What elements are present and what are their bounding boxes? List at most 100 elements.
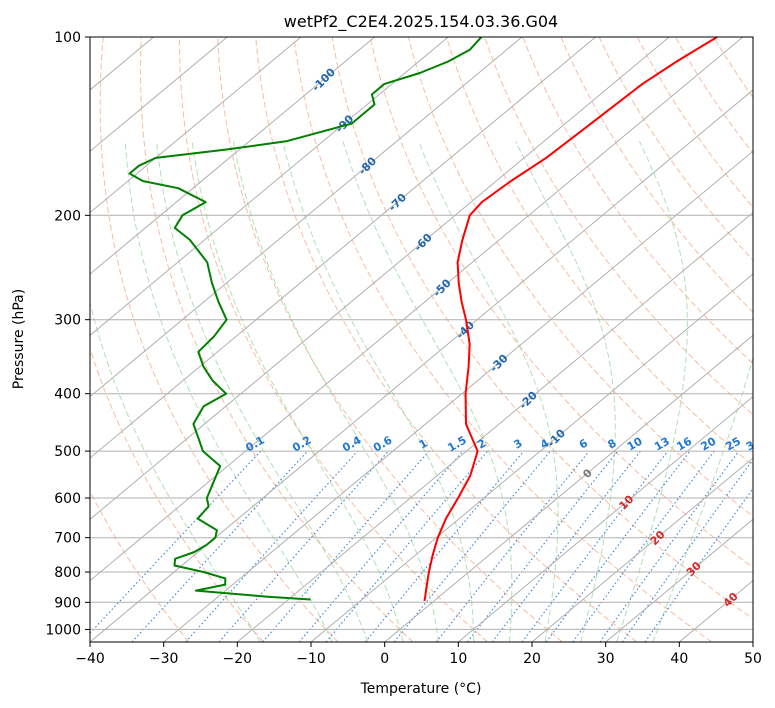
plot-frame bbox=[89, 36, 754, 643]
isotherm-line bbox=[0, 37, 6, 642]
mixing-ratio-label: 6 bbox=[577, 436, 590, 451]
dry-adiabat bbox=[90, 346, 264, 642]
x-tick-label: 0 bbox=[380, 651, 389, 667]
dry-adiabat bbox=[560, 37, 753, 313]
mixing-ratio-label: 30 bbox=[744, 434, 764, 453]
isotherm-line bbox=[90, 37, 375, 275]
isotherm-line bbox=[163, 150, 753, 642]
dry-adiabat bbox=[255, 37, 638, 642]
mixing-ratio-line bbox=[644, 487, 753, 642]
isotherm-line bbox=[310, 273, 753, 642]
mixing-ratio-line bbox=[131, 450, 309, 642]
mixing-ratio-label: 3 bbox=[511, 437, 524, 452]
y-tick-label: 1000 bbox=[45, 622, 81, 638]
dry-adiabat bbox=[522, 37, 753, 365]
y-tick-label: 400 bbox=[54, 387, 81, 403]
isotherm-line bbox=[90, 89, 753, 642]
isotherm-line bbox=[384, 334, 753, 642]
temperature-profile-line bbox=[423, 37, 718, 602]
moist-adiabat bbox=[232, 141, 439, 642]
moist-adiabat bbox=[191, 141, 404, 642]
dry-adiabat bbox=[751, 37, 753, 40]
moist-adiabat bbox=[282, 141, 475, 642]
isotherm-line bbox=[90, 37, 449, 336]
y-tick-label: 100 bbox=[54, 30, 81, 46]
moist-adiabat bbox=[124, 141, 333, 642]
moist-adiabat bbox=[652, 356, 753, 642]
dry-adiabat bbox=[217, 37, 563, 642]
dry-adiabat bbox=[636, 37, 753, 208]
mixing-ratio-line bbox=[467, 450, 619, 642]
mixing-ratio-line bbox=[491, 450, 641, 642]
y-tick-label: 200 bbox=[54, 208, 81, 224]
mixing-ratio-label: 36 bbox=[765, 434, 775, 453]
isotherm-label: -60 bbox=[412, 231, 435, 254]
y-tick-label: 300 bbox=[54, 313, 81, 329]
x-tick-label: 40 bbox=[670, 651, 688, 667]
y-axis-title: Pressure (hPa) bbox=[11, 289, 27, 389]
isotherm-line bbox=[752, 641, 753, 642]
mixing-ratio-line bbox=[185, 450, 359, 642]
x-tick-label: −20 bbox=[223, 651, 253, 667]
x-tick-label: −10 bbox=[296, 651, 326, 667]
isotherm-label: -80 bbox=[356, 154, 379, 177]
dry-adiabat bbox=[99, 37, 339, 642]
x-tick-label: −40 bbox=[75, 651, 105, 667]
dry-adiabat bbox=[369, 37, 753, 569]
x-axis: −40 −30 −20 −10 0 10 20 30 40 50 bbox=[75, 642, 762, 667]
isotherm-label: -20 bbox=[517, 388, 540, 411]
isotherm-label: -70 bbox=[386, 191, 409, 214]
mixing-ratio-line bbox=[90, 450, 262, 634]
moist-adiabat bbox=[342, 141, 513, 642]
y-tick-label: 800 bbox=[54, 565, 81, 581]
isotherm-line bbox=[457, 395, 753, 642]
y-axis: 100 200 300 400 500 600 700 800 900 1000 bbox=[45, 30, 90, 638]
isotherm-line bbox=[90, 37, 523, 398]
isotherm-label: -90 bbox=[333, 112, 356, 135]
y-tick-label: 900 bbox=[54, 595, 81, 611]
isotherm-line bbox=[90, 37, 302, 214]
isotherm-line bbox=[236, 211, 753, 642]
grid-lines bbox=[0, 37, 753, 642]
isotherm-label: -50 bbox=[431, 276, 454, 299]
moist-adiabat bbox=[616, 141, 688, 642]
isotherm-line bbox=[605, 518, 753, 642]
dry-adiabat bbox=[139, 37, 414, 642]
x-tick-label: 20 bbox=[523, 651, 541, 667]
isotherm-line bbox=[90, 37, 744, 582]
mixing-ratio-line bbox=[621, 458, 753, 642]
mixing-ratio-line bbox=[393, 450, 551, 642]
y-tick-label: 500 bbox=[54, 444, 81, 460]
dry-adiabat bbox=[675, 37, 753, 154]
moist-adiabat bbox=[156, 141, 369, 642]
x-axis-title: Temperature (°C) bbox=[360, 681, 482, 697]
mixing-ratio-line bbox=[298, 450, 464, 642]
dewpoint-profile-line bbox=[128, 37, 483, 601]
dry-adiabat bbox=[331, 37, 753, 620]
dry-adiabat bbox=[90, 490, 190, 642]
dry-adiabat bbox=[407, 37, 753, 518]
dry-adiabat bbox=[713, 37, 753, 99]
mixing-ratio-line bbox=[325, 450, 489, 642]
profile-lines bbox=[128, 37, 718, 602]
y-tick-label: 700 bbox=[54, 531, 81, 547]
mixing-ratio-line bbox=[435, 450, 590, 642]
x-tick-label: 10 bbox=[449, 651, 467, 667]
moist-adiabat bbox=[515, 141, 616, 642]
x-tick-label: 50 bbox=[744, 651, 762, 667]
mixing-ratio-line bbox=[218, 450, 389, 642]
isotherm-line bbox=[90, 37, 670, 520]
dry-adiabat bbox=[446, 37, 753, 467]
isotherm-line bbox=[90, 37, 596, 459]
chart-title: wetPf2_C2E4.2025.154.03.36.G04 bbox=[284, 12, 558, 32]
isotherm-line bbox=[531, 457, 753, 642]
moist-adiabat bbox=[418, 141, 559, 642]
background-lines bbox=[90, 37, 753, 642]
y-tick-label: 600 bbox=[54, 491, 81, 507]
moist-adiabat bbox=[90, 300, 261, 642]
isotherm-line bbox=[678, 579, 753, 642]
isotherm-line bbox=[90, 37, 228, 152]
isotherm-label: -30 bbox=[487, 351, 510, 374]
mixing-ratio-line bbox=[599, 450, 740, 642]
